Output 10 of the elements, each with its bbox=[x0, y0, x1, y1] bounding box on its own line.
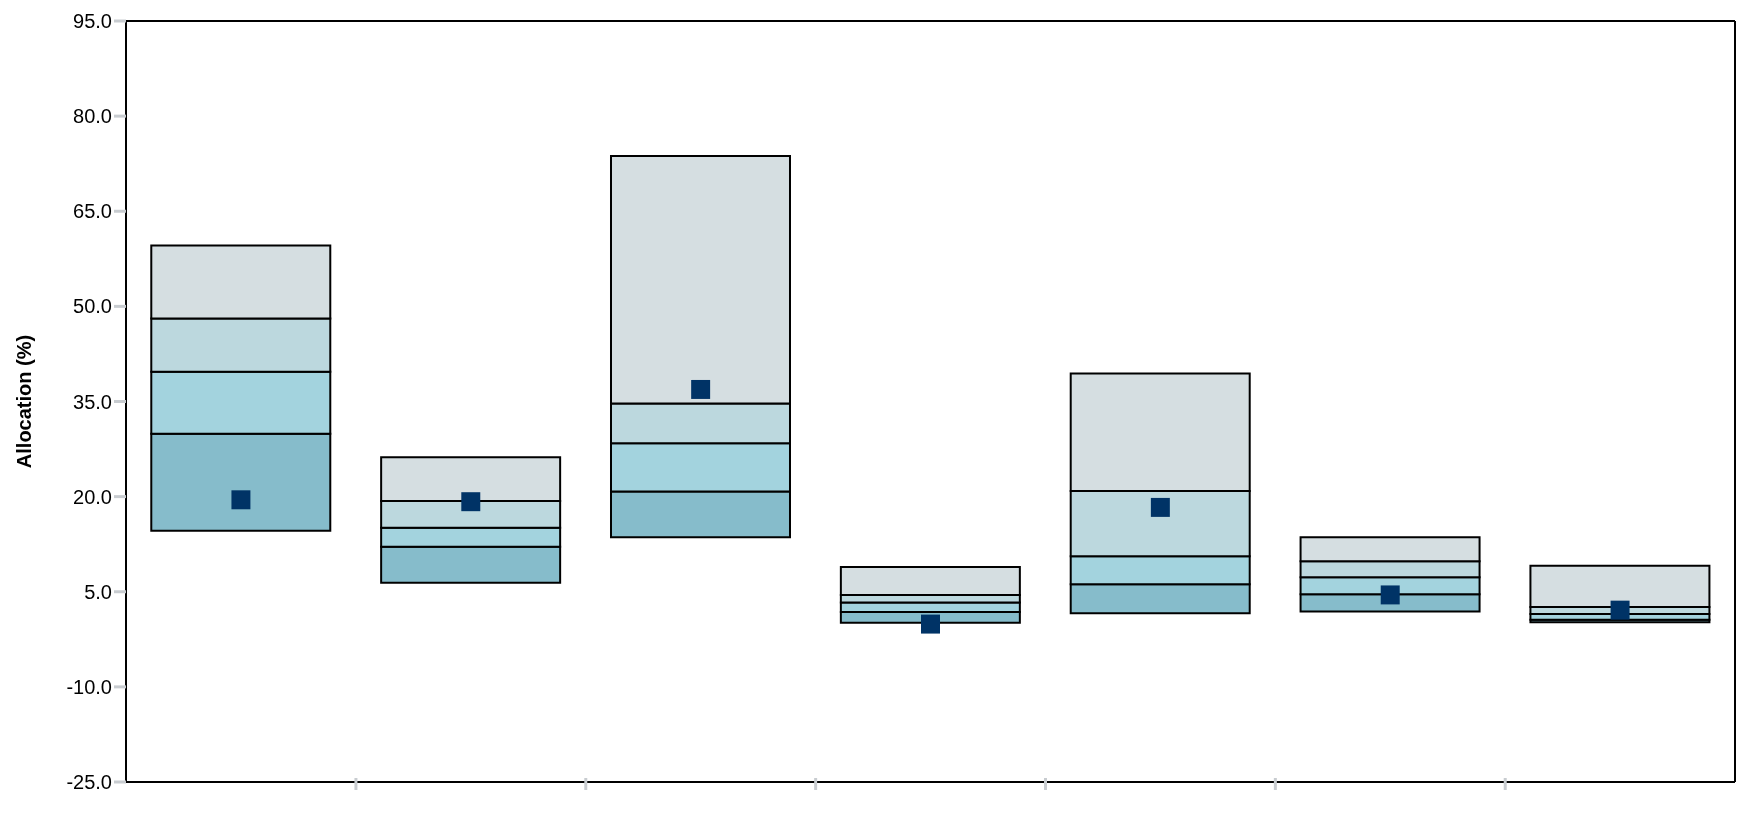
y-tick-label: 5.0 bbox=[84, 580, 112, 603]
y-axis-title: Allocation (%) bbox=[13, 334, 36, 469]
y-tick-label: 65.0 bbox=[73, 200, 112, 223]
y-tick-label: 20.0 bbox=[73, 485, 112, 508]
y-tick-label: 50.0 bbox=[73, 295, 112, 318]
y-tick-label: 95.0 bbox=[73, 10, 112, 33]
y-tick-label: -25.0 bbox=[66, 771, 112, 794]
y-tick-label: 80.0 bbox=[73, 105, 112, 128]
y-tick-label: 35.0 bbox=[73, 390, 112, 413]
y-tick-label: -10.0 bbox=[66, 675, 112, 698]
